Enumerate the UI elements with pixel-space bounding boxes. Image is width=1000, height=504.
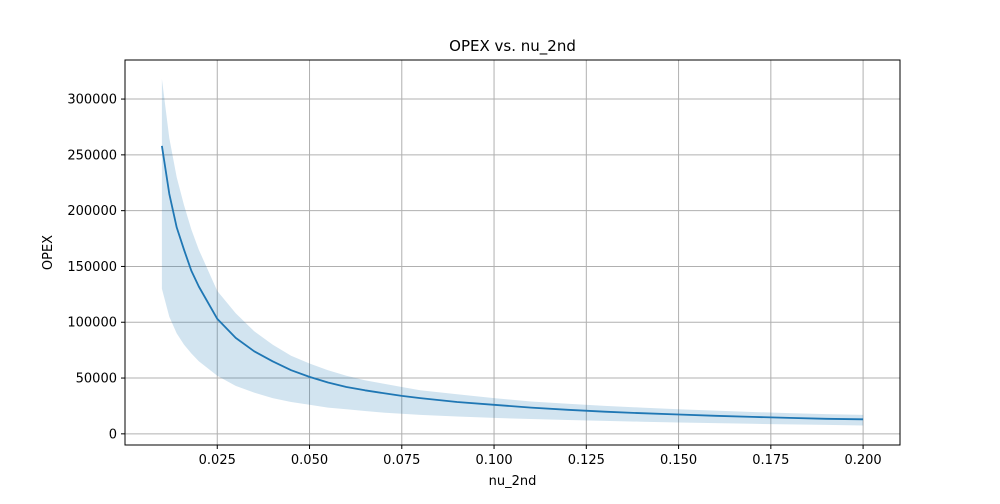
confidence-band: [161, 79, 864, 426]
y-tick-label: 300000: [67, 93, 117, 108]
y-tick-label: 200000: [67, 204, 117, 219]
y-ticks: 0 50000 100000 150000 200000 250000 300000: [67, 93, 125, 442]
y-tick-label: 0: [109, 427, 117, 442]
y-tick-label: 50000: [76, 372, 117, 387]
plot-frame: [124, 59, 901, 446]
chart-title: OPEX vs. nu_2nd: [449, 37, 576, 56]
x-tick-label: 0.050: [291, 453, 328, 468]
x-tick-label: 0.175: [752, 453, 789, 468]
y-tick-label: 150000: [67, 260, 117, 275]
x-tick-label: 0.025: [199, 453, 236, 468]
grid-layer: [125, 60, 900, 445]
x-tick-label: 0.075: [383, 453, 420, 468]
x-tick-label: 0.125: [568, 453, 605, 468]
x-tick-label: 0.200: [844, 453, 881, 468]
x-tick-label: 0.100: [475, 453, 512, 468]
x-ticks: 0.025 0.050 0.075 0.100 0.125 0.150 0.175 0.200: [199, 445, 882, 468]
y-axis-label: OPEX: [41, 235, 56, 270]
x-tick-label: 0.150: [660, 453, 697, 468]
y-tick-label: 100000: [67, 316, 117, 331]
series-line-layer: [161, 145, 864, 421]
confidence-band-layer: [161, 79, 864, 426]
x-axis-label: nu_2nd: [489, 474, 537, 489]
series-line: [161, 145, 864, 421]
y-tick-label: 250000: [67, 148, 117, 163]
